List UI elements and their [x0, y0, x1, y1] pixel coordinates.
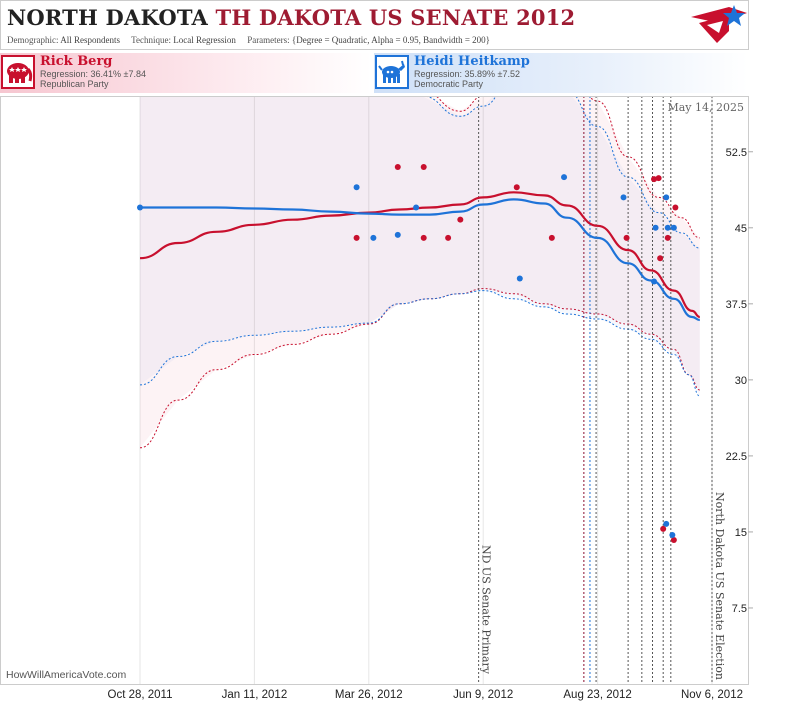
x-tick-label: Jun 9, 2012 [453, 689, 513, 701]
y-tick-label: 52.5 [726, 147, 747, 159]
dem-poll-point [370, 234, 377, 241]
chart-title: NORTH DAKOTA TH DAKOTA US SENATE 2012 [7, 5, 575, 30]
rep-poll-point [513, 184, 520, 191]
rep-poll-point [420, 163, 427, 170]
rep-poll-point [651, 176, 658, 183]
dem-poll-point [663, 520, 670, 527]
y-tick-label: 22.5 [726, 451, 747, 463]
dem-band-fill [140, 96, 700, 397]
demographic-label: Demographic: [7, 35, 59, 45]
dem-poll-point [670, 224, 677, 231]
rep-poll-point [394, 163, 401, 170]
y-tick-label: 15 [735, 527, 747, 539]
race-name: TH DAKOTA US SENATE 2012 [215, 5, 576, 30]
parameters-label: Parameters: [247, 35, 290, 45]
rep-poll-point [672, 204, 679, 211]
axes-layer: Oct 28, 2011 Jan 11, 2012 Mar 26, 2012 Jun … [0, 96, 753, 701]
dem-poll-point [652, 224, 659, 231]
rep-poll-point [353, 234, 360, 241]
date-stamp: May 14, 2025 [667, 101, 744, 114]
technique-label: Technique: [131, 35, 171, 45]
x-tick-label: Mar 26, 2012 [335, 689, 403, 701]
dem-poll-point [620, 194, 627, 201]
dem-poll-point [516, 275, 523, 282]
rep-poll-point [420, 234, 427, 241]
rep-regression: Regression: 36.41% ±7.84 [40, 69, 147, 79]
dem-poll-point [669, 531, 676, 538]
fit-layer [139, 191, 701, 322]
rep-fit-line [139, 191, 701, 319]
model-parameters: Demographic: All Respondents Technique: … [7, 35, 490, 45]
demographic-value: All Respondents [60, 35, 120, 45]
rep-poll-point [623, 234, 630, 241]
annotation-layer: ND US Senate Primary North Dakota US Sena… [480, 492, 726, 680]
dem-poll-point [664, 224, 671, 231]
rep-poll-point [548, 234, 555, 241]
x-tick-label: Aug 23, 2012 [563, 689, 631, 701]
site-logo-icon [691, 5, 747, 43]
y-tick-label: 37.5 [726, 299, 747, 311]
rep-poll-point [655, 175, 662, 182]
rep-band-fill [140, 96, 700, 448]
rep-party: Republican Party [40, 79, 109, 89]
dem-poll-point [663, 194, 670, 201]
republican-elephant-icon [1, 55, 35, 89]
dem-party: Democratic Party [414, 79, 484, 89]
rep-poll-point [445, 234, 452, 241]
parameters-value: {Degree = Quadratic, Alpha = 0.95, Bandw… [291, 35, 490, 45]
rep-poll-point [660, 525, 667, 532]
dem-fit-line [140, 198, 700, 322]
plot-border [0, 96, 749, 685]
dem-poll-point [651, 278, 658, 285]
rep-poll-point [670, 537, 677, 544]
chart-header: NORTH DAKOTA TH DAKOTA US SENATE 2012 De… [0, 0, 749, 50]
dem-poll-point [561, 174, 568, 181]
band-layer [139, 96, 701, 449]
annotation-label: North Dakota US Senate Election [713, 492, 726, 680]
dem-poll-point [413, 204, 420, 211]
y-tick-label: 7.5 [732, 603, 747, 615]
dem-poll-point [137, 204, 143, 211]
site-credit: HowWillAmericaVote.com [6, 669, 126, 681]
rep-poll-point [664, 234, 671, 241]
x-tick-label: Nov 6, 2012 [681, 689, 743, 701]
marker-layer [478, 96, 713, 684]
y-tick-label: 45 [735, 223, 747, 235]
dem-poll-point [353, 184, 360, 191]
dem-poll-point [394, 231, 401, 238]
state-name: NORTH DAKOTA [7, 5, 209, 30]
annotation-label: ND US Senate Primary [480, 545, 493, 675]
dem-candidate-name: Heidi Heitkamp [414, 54, 530, 69]
rep-candidate-name: Rick Berg [40, 54, 113, 69]
y-tick-label: 30 [735, 375, 747, 387]
poll-layer [137, 163, 679, 544]
x-tick-label: Jan 11, 2012 [222, 689, 288, 701]
rep-poll-point [457, 216, 464, 223]
candidate-republican: Rick Berg Regression: 36.41% ±7.84 Repub… [0, 53, 372, 93]
democrat-donkey-icon [375, 55, 409, 89]
dem-regression: Regression: 35.89% ±7.52 [414, 69, 521, 79]
rep-poll-point [657, 255, 664, 262]
x-tick-label: Oct 28, 2011 [108, 689, 173, 701]
technique-value: Local Regression [173, 35, 236, 45]
candidate-democrat: Heidi Heitkamp Regression: 35.89% ±7.52 … [374, 53, 748, 93]
